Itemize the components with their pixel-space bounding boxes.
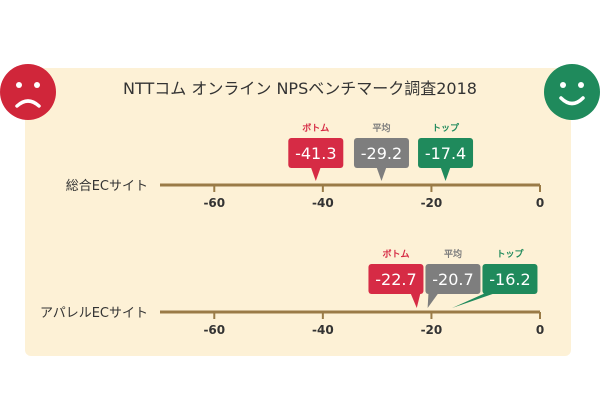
chart-1-marker-average-box — [353, 138, 409, 168]
chart-1-marker-bottom-box — [288, 138, 344, 168]
chart-1-category-label: 総合ECサイト — [66, 179, 148, 194]
chart-1-tick-label: -60 — [203, 196, 225, 210]
chart-1-marker-top: トップ -17.4 — [418, 122, 474, 181]
sad-face-icon — [0, 64, 56, 120]
chart-1: 総合ECサイト -60 -40 -20 0 ボトム -41.3 平均 -29.2 トップ -17.4 — [66, 122, 544, 210]
chart-2-marker-top-pointer — [452, 293, 496, 308]
chart-1-marker-average-value: -29.2 — [361, 144, 402, 163]
chart-2-tick-label: -20 — [421, 323, 443, 337]
chart-2-marker-bottom: ボトム -22.7 — [368, 248, 424, 308]
chart-1-marker-top-box — [418, 138, 474, 168]
happy-face-icon — [544, 64, 600, 120]
chart-1-tick-label: 0 — [536, 196, 544, 210]
chart-2-marker-top-box — [482, 264, 538, 294]
chart-2-tick-label: -40 — [312, 323, 334, 337]
chart-2-marker-bottom-pointer — [410, 293, 421, 308]
chart-1-marker-top-value: -17.4 — [425, 144, 466, 163]
chart-2-tick-label: 0 — [536, 323, 544, 337]
chart-2-marker-average-value: -20.7 — [432, 270, 473, 289]
chart-1-marker-average-pointer — [376, 167, 387, 181]
chart-2-marker-average-pointer — [427, 293, 439, 308]
chart-title: NTTコム オンライン NPSベンチマーク調査2018 — [123, 79, 477, 98]
chart-2-marker-top-value: -16.2 — [489, 270, 530, 289]
chart-2-marker-average-box — [425, 264, 481, 294]
chart-1-marker-bottom-pointer — [310, 167, 321, 181]
chart-1-marker-average: 平均 -29.2 — [353, 122, 409, 181]
chart-2: アパレルECサイト -60 -40 -20 0 ボトム -22.7 平均 -20.7 トップ -16… — [40, 248, 544, 337]
chart-1-marker-bottom: ボトム -41.3 — [288, 122, 344, 181]
chart-1-marker-top-label: トップ — [432, 122, 460, 134]
chart-2-tick-label: -60 — [203, 323, 225, 337]
chart-2-marker-top: トップ -16.2 — [452, 248, 538, 308]
chart-2-category-label: アパレルECサイト — [40, 306, 148, 321]
chart-1-marker-bottom-label: ボトム — [302, 122, 329, 134]
chart-2-marker-top-label: トップ — [496, 248, 524, 260]
chart-1-marker-top-pointer — [440, 167, 451, 181]
chart-1-tick-label: -20 — [421, 196, 443, 210]
chart-1-tick-label: -40 — [312, 196, 334, 210]
chart-2-marker-average-label: 平均 — [444, 248, 462, 260]
plots: 総合ECサイト -60 -40 -20 0 ボトム -41.3 平均 -29.2 トップ -17.4… — [40, 122, 544, 337]
chart-1-marker-average-label: 平均 — [372, 122, 390, 134]
chart-2-marker-bottom-box — [368, 264, 424, 294]
chart-1-marker-bottom-value: -41.3 — [295, 144, 336, 163]
chart-2-marker-average: 平均 -20.7 — [425, 248, 481, 308]
chart-2-marker-bottom-label: ボトム — [382, 248, 409, 260]
chart-2-marker-bottom-value: -22.7 — [375, 270, 416, 289]
